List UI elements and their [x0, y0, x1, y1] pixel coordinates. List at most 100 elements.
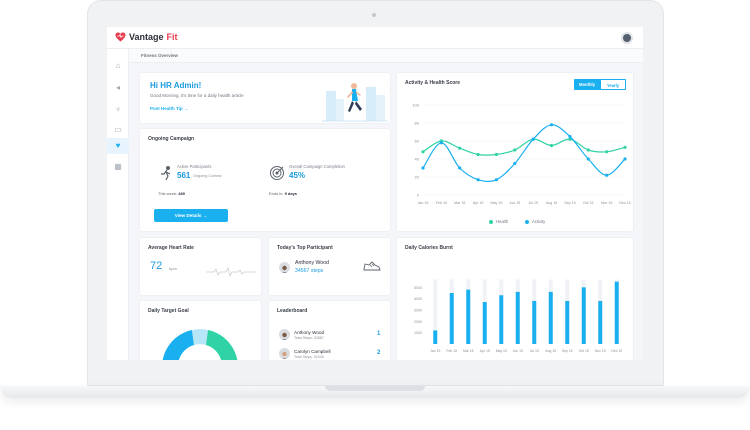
legend-health: Health [489, 219, 508, 224]
person-icon [281, 265, 288, 273]
x-tick-label: Jul 15 [530, 349, 539, 353]
activity-line-chart: 0 20 40 60 80 100 Jan 15 Feb 15 Mar 15 Apr 15 May … [412, 103, 630, 206]
active-participants-sub: Ongoing Contest [193, 174, 222, 178]
leaderboard-name: Anthony Wood [294, 330, 325, 335]
x-tick-label: May 15 [496, 349, 507, 353]
camera-icon [372, 13, 376, 17]
person-icon [281, 332, 288, 340]
y-tick-label: 100 [412, 103, 419, 108]
y-tick-label: 0 [417, 193, 420, 198]
laptop-base [0, 386, 750, 398]
data-point [458, 166, 462, 170]
trophy-icon[interactable]: ♆ [115, 105, 121, 114]
campaign-card: Ongoing Campaign Active Participants 561… [140, 129, 390, 231]
x-tick-label: Jul 15 [528, 201, 538, 205]
post-health-tip-link[interactable]: Post Health Tip → [150, 106, 189, 111]
logo[interactable]: Vantage Fit [115, 32, 178, 42]
top-participant-title: Today's Top Participant [277, 245, 333, 251]
greeting-subtitle: Good Morning, it's time for a daily heal… [150, 93, 244, 98]
leaderboard-steps: Total Steps: 32345 [294, 355, 324, 359]
data-point [549, 123, 554, 127]
data-point [494, 178, 499, 182]
data-point [421, 166, 425, 170]
top-participant-avatar [279, 262, 290, 273]
data-point [605, 150, 609, 154]
monthly-toggle[interactable]: Monthly [574, 79, 600, 90]
daily-target-card: Daily Target Goal [140, 301, 261, 360]
y-tick-label: 80 [415, 121, 420, 126]
data-point [586, 157, 590, 161]
data-point [568, 134, 572, 139]
this-week-label: This week: [158, 191, 178, 196]
brand-accent: Fit [166, 32, 178, 42]
x-tick-label: Feb 15 [436, 201, 447, 205]
top-participant-steps: 34567 steps [295, 268, 324, 274]
calories-bar-chart: 1000 2000 3000 4000 5000 Jan 15 Feb 15 Mar 15 Ap… [414, 279, 622, 353]
ends-in-label: Ends in: [269, 191, 284, 196]
x-tick-label: Apr 15 [473, 201, 484, 205]
campaign-completion-label: Overall Campaign Completion [289, 164, 345, 169]
activity-chart-title: Activity & Health Score [405, 80, 461, 86]
runner-illustration [322, 83, 388, 122]
x-tick-label: Jan 15 [430, 349, 440, 353]
x-tick-label: Sep 15 [562, 349, 573, 353]
data-point [549, 143, 554, 148]
x-tick-label: Apr 15 [480, 349, 490, 353]
active-participants-value: 561 [177, 171, 191, 180]
chat-icon[interactable]: ▭ [114, 125, 122, 134]
greeting-title: Hi HR Admin! [150, 81, 202, 90]
leaderboard-steps: Total Steps: 34567 [294, 336, 324, 340]
yearly-toggle[interactable]: Yearly [600, 79, 626, 90]
ends-in-stat: Ends in: 9 days [269, 191, 297, 196]
x-tick-label: Sep 15 [564, 201, 575, 205]
top-participant-name: Anthony Wood [295, 260, 329, 266]
this-week-stat: This week: 480 [158, 191, 185, 196]
data-point [476, 178, 480, 182]
y-tick-label: 5000 [414, 286, 422, 290]
greeting-card: Hi HR Admin! Good Morning, it's time for… [140, 73, 390, 123]
page-title: Fitness Overview [141, 53, 179, 58]
daily-target-title: Daily Target Goal [148, 308, 189, 314]
this-week-value: 480 [178, 191, 185, 196]
megaphone-icon[interactable]: ◂ [115, 83, 120, 92]
data-point [568, 137, 572, 141]
bar [565, 300, 570, 344]
x-tick-label: Feb 15 [446, 349, 457, 353]
legend-activity-swatch [525, 219, 529, 224]
leaderboard-name: Carolyn Campbell [294, 349, 331, 354]
bar [598, 300, 603, 344]
x-tick-label: Jan 15 [418, 201, 429, 205]
bar [466, 289, 471, 344]
person-icon [281, 351, 288, 359]
legend-health-label: Health [496, 219, 509, 224]
top-participant-card: Today's Top Participant Anthony Wood 345… [269, 238, 390, 295]
y-tick-label: 3000 [414, 309, 422, 313]
data-point [439, 141, 443, 145]
calories-title: Daily Calories Burnt [405, 245, 453, 251]
data-point [458, 146, 462, 150]
data-point [476, 152, 480, 157]
x-tick-label: Jun 15 [513, 349, 523, 353]
data-point [586, 148, 590, 152]
x-tick-label: Mar 15 [463, 349, 474, 353]
leaderboard-avatar [279, 329, 290, 340]
home-icon[interactable]: ⌂ [115, 61, 121, 70]
target-donut-chart [162, 329, 238, 360]
bar [532, 300, 537, 344]
active-participants-label: Active Participants [177, 164, 212, 169]
leaderboard-card: Leaderboard Anthony Wood Total Steps: 34… [269, 301, 390, 360]
calories-card: Daily Calories Burnt 1000 2000 3000 4000 500… [397, 238, 633, 360]
user-avatar[interactable] [621, 32, 633, 44]
sidebar-item-fitness[interactable] [107, 138, 129, 154]
y-tick-label: 1000 [414, 331, 422, 335]
gift-icon[interactable]: ▦ [114, 162, 122, 171]
brand-name: Vantage [129, 32, 164, 42]
x-tick-label: Nov 15 [595, 349, 606, 353]
x-tick-label: Aug 15 [545, 349, 556, 353]
data-point [623, 157, 627, 161]
series-line-health [422, 138, 626, 156]
legend-activity: Activity [525, 219, 545, 224]
view-details-button[interactable]: View Details → [154, 209, 228, 222]
heart-rate-title: Average Heart Rate [148, 245, 194, 251]
